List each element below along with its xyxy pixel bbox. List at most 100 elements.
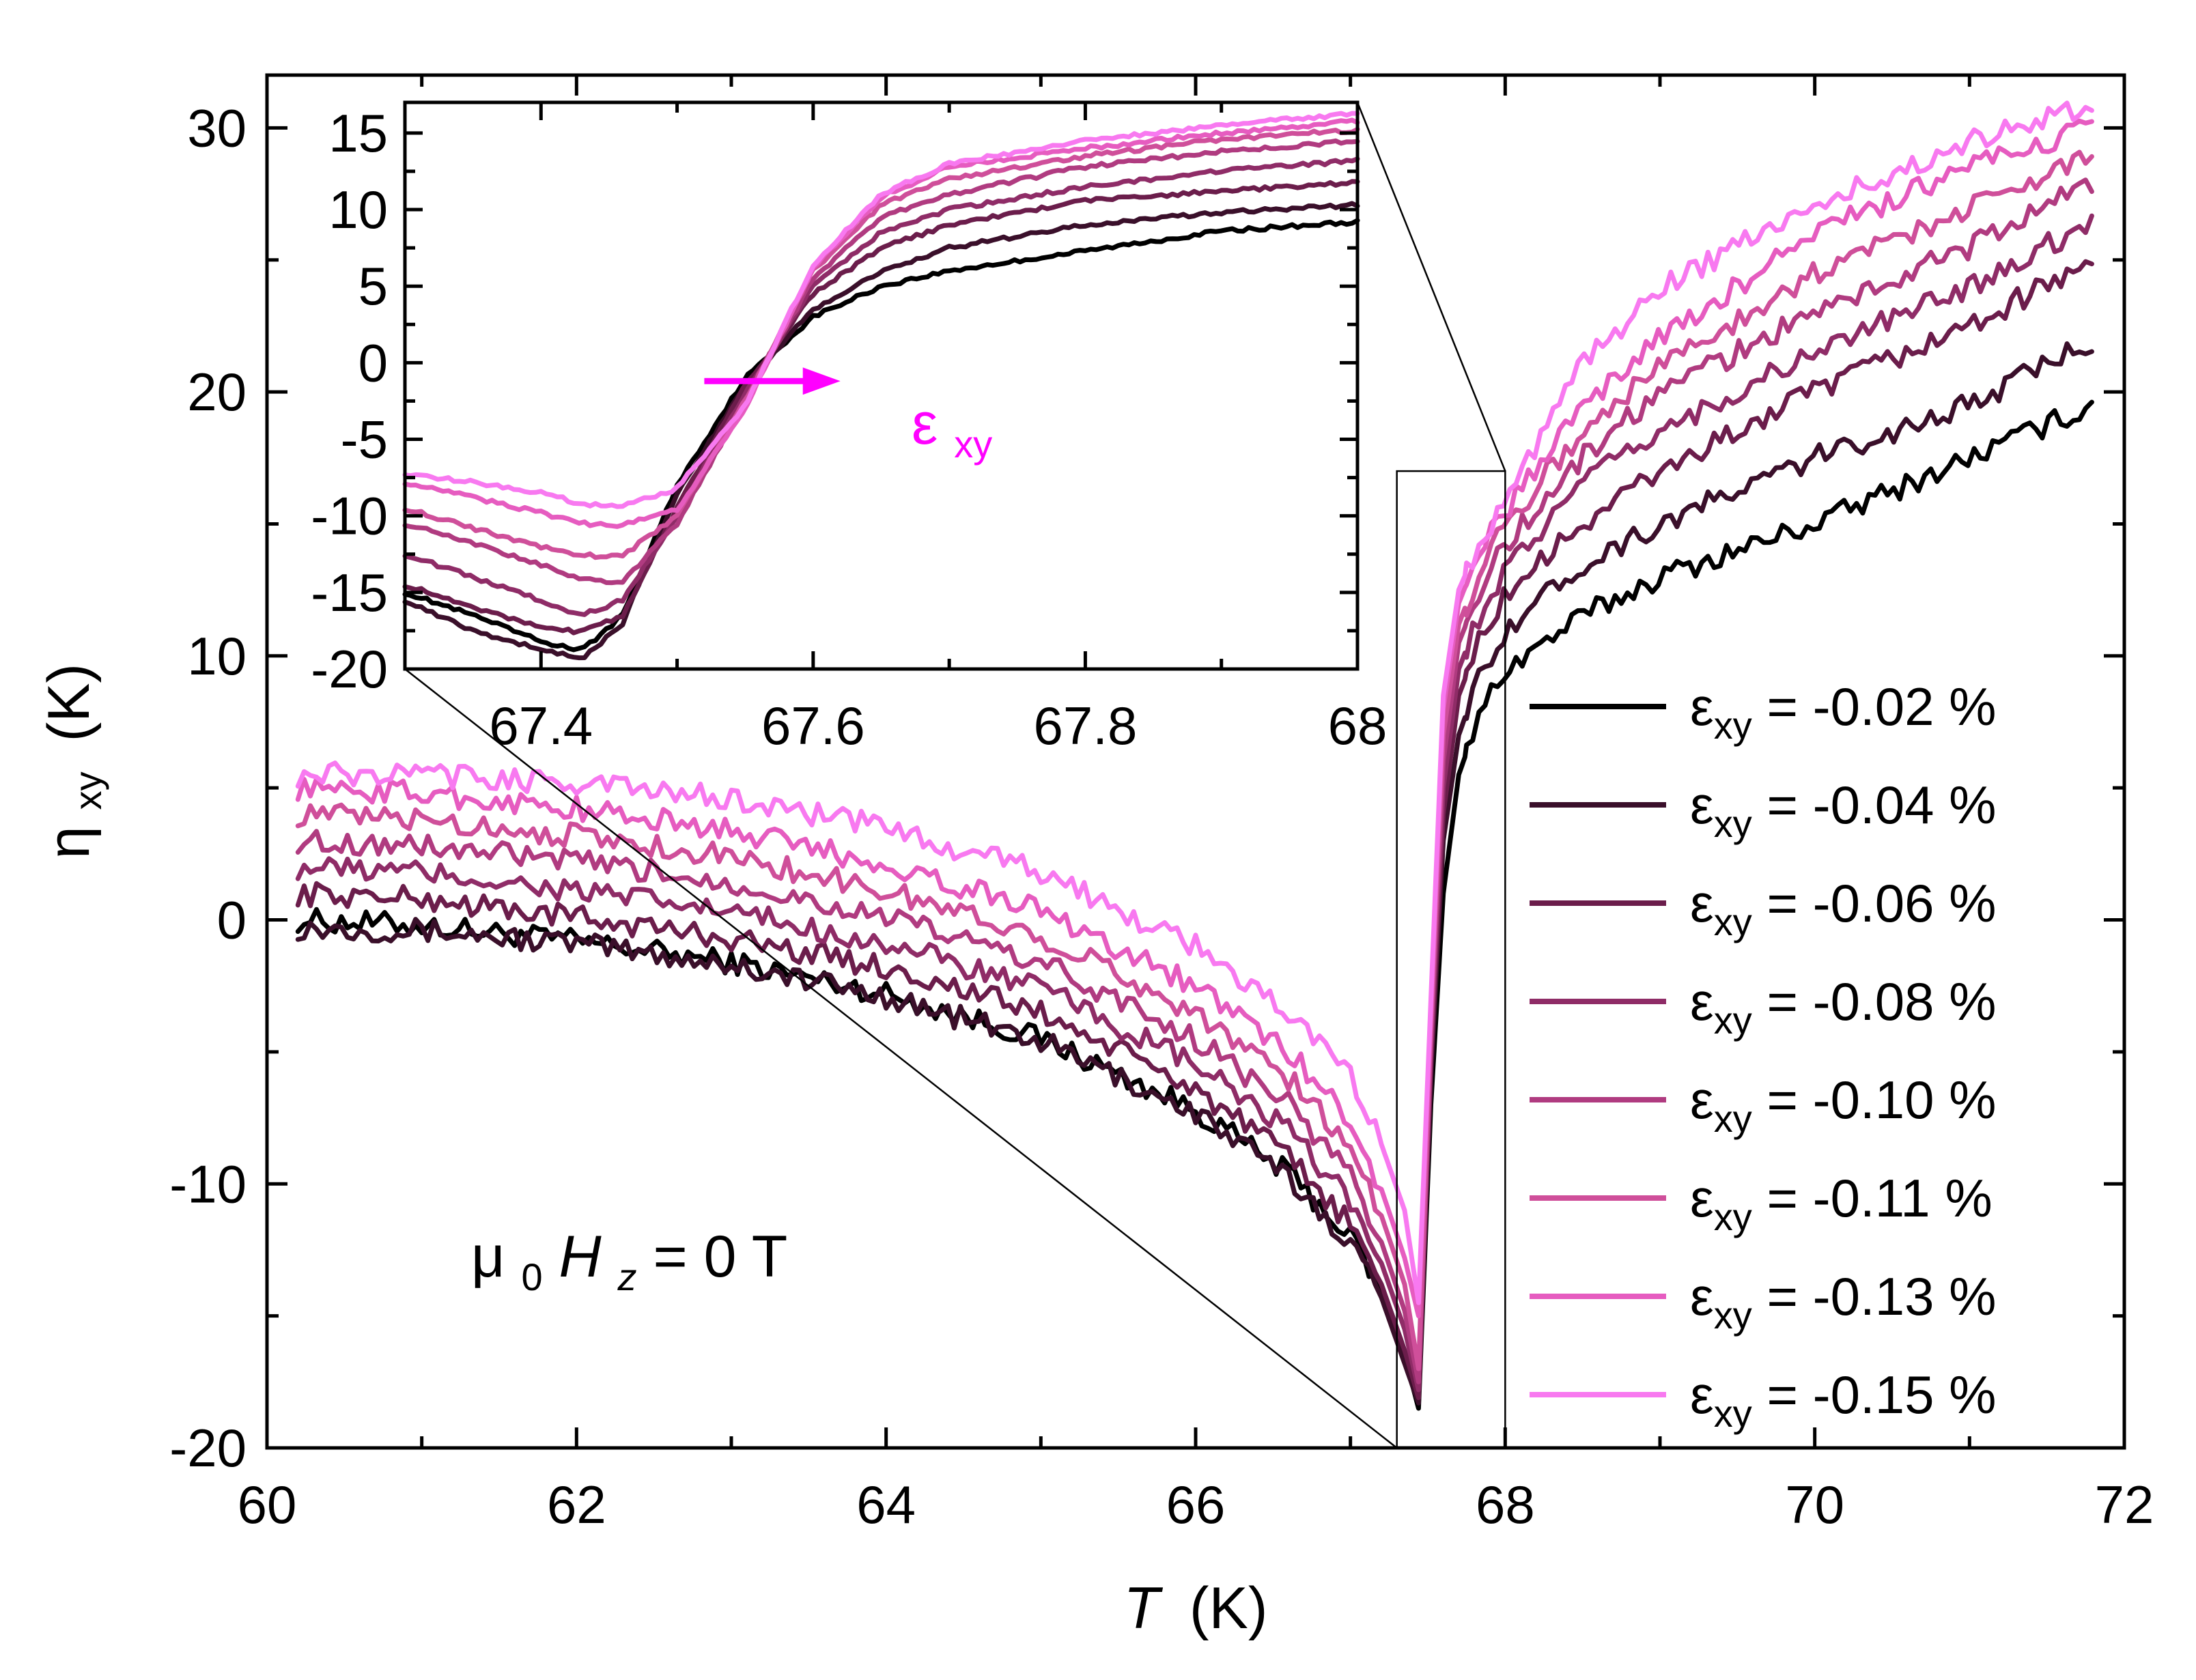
inset-series-line (402, 179, 1360, 636)
inset-y-tick-label: -20 (311, 639, 388, 699)
inset-y-tick-labels: -20 -15 -10 -5 0 5 10 15 (311, 103, 388, 699)
y-tick-label: 20 (187, 362, 247, 422)
legend-label: εxy = -0.11 % (1690, 1168, 1993, 1238)
y-axis-unit: (K) (36, 664, 102, 742)
inset-series-line (402, 218, 1360, 653)
inset-y-tick-label: -5 (341, 410, 388, 470)
inset-series-line (402, 138, 1360, 586)
legend-value: = -0.02 % (1752, 677, 1997, 737)
inset-x-tick-labels: 67.4 67.6 67.8 68 (489, 696, 1387, 756)
legend-label: εxy = -0.06 % (1690, 873, 1996, 943)
main-series-group (295, 100, 2094, 1411)
inset-series-line (402, 156, 1360, 617)
inset-y-tick-label: 10 (328, 180, 388, 240)
x-axis-symbol: T (1123, 1576, 1163, 1641)
inset-arrow-label: ε xy (912, 391, 992, 466)
legend-value: = -0.13 % (1752, 1266, 1997, 1326)
legend-value: = -0.15 % (1752, 1365, 1997, 1425)
legend-subscript: xy (1714, 1294, 1752, 1337)
legend-symbol: ε (1690, 873, 1714, 933)
inset-y-tick-label: 0 (358, 332, 388, 393)
inset-y-tick-label: -15 (311, 563, 388, 623)
legend-symbol: ε (1690, 1070, 1714, 1130)
y-tick-label: 30 (187, 98, 247, 158)
main-series-line (295, 259, 2094, 1400)
x-tick-label: 68 (1476, 1475, 1535, 1535)
legend-value: = -0.08 % (1752, 971, 1997, 1031)
legend-label: εxy = -0.10 % (1690, 1070, 1996, 1140)
inset-background (405, 102, 1357, 669)
legend: εxy = -0.02 %εxy = -0.04 %εxy = -0.06 %ε… (1530, 677, 1996, 1435)
legend-subscript: xy (1714, 900, 1752, 943)
x-tick-label: 70 (1785, 1475, 1844, 1535)
y-tick-label: -20 (169, 1418, 247, 1478)
legend-value: = -0.11 % (1752, 1168, 1993, 1228)
main-series-line (295, 118, 2094, 1319)
strain-arrow-group (704, 367, 841, 395)
x-tick-label: 64 (856, 1475, 916, 1535)
main-series-line (295, 150, 2094, 1371)
inset-series-line (402, 126, 1360, 560)
legend-label: εxy = -0.15 % (1690, 1365, 1996, 1435)
inset-ticks (403, 102, 1360, 671)
main-plot: 60 62 64 66 68 70 72 -20 -10 0 10 20 30 T (K) η xy … (36, 73, 2154, 1641)
x-tick-label: 62 (547, 1475, 606, 1535)
legend-subscript: xy (1714, 1392, 1752, 1435)
legend-subscript: xy (1714, 999, 1752, 1042)
main-x-tick-labels: 60 62 64 66 68 70 72 (238, 1475, 2154, 1535)
y-tick-label: -10 (169, 1154, 247, 1214)
zoom-connector-top (1356, 102, 1506, 472)
inset-y-tick-label: 5 (358, 256, 388, 316)
main-ticks (265, 75, 2126, 1450)
legend-value: = -0.04 % (1752, 775, 1997, 835)
field-annotation: μ 0 H z = 0 T (471, 1224, 787, 1303)
x-tick-label: 66 (1166, 1475, 1226, 1535)
inset-series-line (402, 111, 1360, 509)
legend-subscript: xy (1714, 802, 1752, 845)
main-series-line (295, 100, 2094, 1305)
legend-symbol: ε (1690, 971, 1714, 1031)
strain-arrow-head (802, 367, 841, 395)
y-axis-symbol: η (36, 826, 102, 859)
legend-label: εxy = -0.13 % (1690, 1266, 1996, 1337)
inset-series-line (402, 201, 1360, 661)
annotation-prefix-sub: 0 (521, 1255, 542, 1298)
inset-x-tick-label: 67.8 (1034, 696, 1138, 756)
arrow-label-subscript: xy (954, 423, 992, 466)
annotation-prefix: μ (471, 1224, 505, 1290)
inset-frame (403, 100, 1360, 671)
legend-label: εxy = -0.02 % (1690, 677, 1996, 747)
x-axis-unit: (K) (1190, 1576, 1268, 1641)
main-series-line (295, 341, 2094, 1406)
legend-symbol: ε (1690, 1266, 1714, 1326)
annotation-suffix: = 0 T (653, 1224, 787, 1290)
y-axis-subscript: xy (66, 771, 109, 810)
x-tick-label: 72 (2095, 1475, 2154, 1535)
legend-value: = -0.06 % (1752, 873, 1997, 933)
arrow-label-symbol: ε (912, 391, 938, 457)
inset-y-tick-label: 15 (328, 103, 388, 163)
inset-plot: 67.4 67.6 67.8 68 -20 -15 -10 -5 0 5 10 15 ε xy (311, 100, 1387, 756)
inset-x-tick-label: 67.4 (489, 696, 593, 756)
zoom-connector-bottom (404, 668, 1398, 1449)
annotation-symbol-sub: z (617, 1255, 637, 1298)
legend-subscript: xy (1714, 1097, 1752, 1140)
legend-symbol: ε (1690, 677, 1714, 737)
main-y-tick-labels: -20 -10 0 10 20 30 (169, 98, 247, 1478)
y-tick-label: 0 (217, 890, 247, 950)
legend-symbol: ε (1690, 1168, 1714, 1228)
inset-x-tick-label: 68 (1328, 696, 1388, 756)
legend-symbol: ε (1690, 775, 1714, 835)
main-series-line (295, 213, 2094, 1393)
legend-label: εxy = -0.04 % (1690, 775, 1996, 845)
y-axis-title: η xy (K) (36, 664, 114, 859)
y-tick-label: 10 (187, 626, 247, 686)
x-axis-title: T (K) (1123, 1576, 1267, 1641)
main-series-line (295, 177, 2094, 1384)
annotation-symbol: H (559, 1224, 602, 1290)
legend-subscript: xy (1714, 704, 1752, 747)
legend-value: = -0.10 % (1752, 1070, 1997, 1130)
legend-subscript: xy (1714, 1195, 1752, 1238)
inset-y-tick-label: -10 (311, 486, 388, 546)
